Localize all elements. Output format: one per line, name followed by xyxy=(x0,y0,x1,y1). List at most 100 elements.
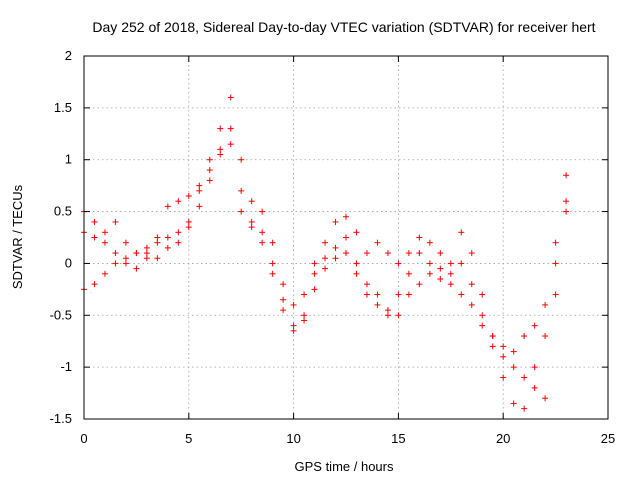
data-point xyxy=(248,224,255,231)
data-point xyxy=(416,281,423,288)
data-point xyxy=(500,374,507,381)
data-point xyxy=(259,229,266,236)
y-tick-label: -1 xyxy=(60,359,72,374)
data-point xyxy=(405,250,412,257)
data-point xyxy=(143,255,150,262)
data-point xyxy=(468,250,475,257)
y-tick-label: 0.5 xyxy=(54,204,72,219)
data-point xyxy=(363,250,370,257)
y-tick-label: 1.5 xyxy=(54,100,72,115)
data-point xyxy=(206,177,213,184)
x-tick-label: 10 xyxy=(286,431,300,446)
data-point xyxy=(542,333,549,340)
x-tick-label: 0 xyxy=(80,431,87,446)
data-point xyxy=(280,281,287,288)
data-point xyxy=(185,218,192,225)
data-point xyxy=(322,255,329,262)
data-point xyxy=(426,270,433,277)
data-point xyxy=(353,229,360,236)
data-point xyxy=(416,250,423,257)
data-point xyxy=(164,203,171,210)
data-point xyxy=(531,322,538,329)
data-point xyxy=(510,400,517,407)
data-point xyxy=(552,260,559,267)
data-point xyxy=(311,260,318,267)
data-point xyxy=(426,260,433,267)
data-point xyxy=(426,239,433,246)
data-point xyxy=(384,307,391,314)
chart-title: Day 252 of 2018, Sidereal Day-to-day VTE… xyxy=(92,19,595,35)
plot-frame xyxy=(83,55,609,420)
data-point xyxy=(91,234,98,241)
data-point xyxy=(563,172,570,179)
data-point xyxy=(531,364,538,371)
data-point xyxy=(363,291,370,298)
data-point xyxy=(521,374,528,381)
data-point xyxy=(468,301,475,308)
data-point xyxy=(133,265,140,272)
x-axis-ticks: 0 5 10 15 20 25 xyxy=(80,56,615,446)
x-axis-label: GPS time / hours xyxy=(295,459,394,474)
series-track-c xyxy=(81,141,570,412)
data-point xyxy=(384,250,391,257)
data-point xyxy=(343,250,349,257)
x-tick-label: 15 xyxy=(391,431,405,446)
x-tick-label: 20 xyxy=(496,431,510,446)
data-point xyxy=(332,255,339,262)
data-point xyxy=(353,270,360,277)
data-point xyxy=(301,291,308,298)
data-point xyxy=(217,151,224,158)
data-point xyxy=(196,182,203,189)
data-point xyxy=(374,291,381,298)
y-axis-label: SDTVAR / TECUs xyxy=(10,184,25,289)
data-point xyxy=(269,260,276,267)
data-point xyxy=(311,270,318,277)
data-point xyxy=(322,239,329,246)
data-point xyxy=(122,255,129,262)
data-point xyxy=(531,384,538,391)
data-point xyxy=(154,255,161,262)
data-point xyxy=(479,291,486,298)
data-point xyxy=(542,395,549,402)
data-point xyxy=(521,333,528,340)
data-point xyxy=(122,260,129,267)
y-tick-label: 0 xyxy=(65,255,72,270)
data-point xyxy=(447,270,454,277)
data-point xyxy=(175,198,182,205)
data-point xyxy=(248,218,255,225)
data-point xyxy=(290,327,297,334)
y-tick-label: -0.5 xyxy=(50,307,72,322)
data-point xyxy=(227,125,234,132)
data-point xyxy=(468,281,475,288)
data-point xyxy=(206,156,213,163)
data-point xyxy=(101,270,108,277)
data-point xyxy=(458,291,465,298)
data-point xyxy=(238,187,245,194)
data-point xyxy=(185,224,192,231)
data-point xyxy=(395,260,402,267)
data-point xyxy=(437,250,444,257)
data-point xyxy=(133,250,140,257)
data-point xyxy=(563,198,570,205)
data-point xyxy=(343,234,349,241)
data-point xyxy=(227,94,234,101)
data-point xyxy=(500,343,507,350)
data-point xyxy=(290,301,297,308)
data-point xyxy=(458,229,465,236)
data-point xyxy=(542,301,549,308)
data-point xyxy=(301,317,308,324)
data-point xyxy=(91,281,98,288)
data-point xyxy=(164,244,171,251)
data-point xyxy=(269,239,276,246)
data-point xyxy=(143,244,150,251)
data-point xyxy=(290,322,297,329)
grid xyxy=(84,56,608,419)
data-point xyxy=(217,146,224,153)
data-point xyxy=(343,213,349,220)
data-point xyxy=(353,260,360,267)
y-tick-label: -1.5 xyxy=(50,411,72,426)
data-point xyxy=(332,244,339,251)
data-point xyxy=(437,265,444,272)
data-point xyxy=(552,239,559,246)
data-point xyxy=(175,239,182,246)
